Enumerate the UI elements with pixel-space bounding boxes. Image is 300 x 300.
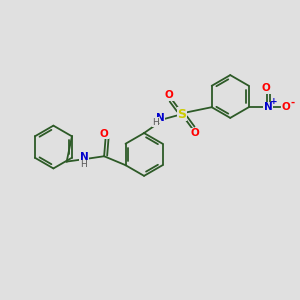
Text: S: S (178, 107, 187, 121)
Text: +: + (270, 98, 278, 106)
Text: O: O (262, 83, 271, 93)
Text: -: - (290, 98, 295, 107)
Text: H: H (152, 118, 159, 127)
Text: N: N (156, 112, 165, 123)
Text: O: O (100, 129, 109, 139)
Text: O: O (190, 128, 199, 138)
Text: N: N (80, 152, 88, 162)
Text: N: N (264, 102, 272, 112)
Text: O: O (282, 102, 291, 112)
Text: H: H (80, 160, 87, 169)
Text: O: O (165, 90, 174, 100)
